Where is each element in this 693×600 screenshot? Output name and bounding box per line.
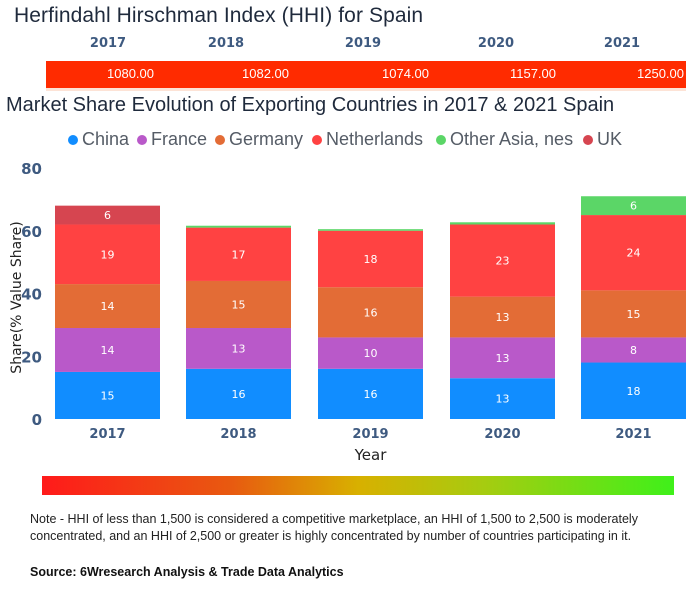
data-label: 6 xyxy=(630,200,637,213)
y-tick-label: 60 xyxy=(21,223,42,241)
hhi-color-scale xyxy=(42,476,674,495)
data-label: 14 xyxy=(101,344,115,357)
note-text: Note - HHI of less than 1,500 is conside… xyxy=(30,512,638,543)
legend-dot-icon xyxy=(68,134,78,145)
bar-segment-germany xyxy=(318,287,423,338)
hhi-bar-shadow xyxy=(46,88,686,91)
bar-segment-germany xyxy=(450,296,555,338)
legend-item-france[interactable]: France xyxy=(137,129,207,150)
legend-label: UK xyxy=(597,129,623,149)
legend-item-china[interactable]: China xyxy=(68,129,129,150)
bar-segment-france xyxy=(581,337,686,363)
data-label: 13 xyxy=(232,342,246,355)
bar-segment-france xyxy=(186,328,291,369)
data-label: 24 xyxy=(627,247,641,260)
hhi-value: 1157.00 xyxy=(509,66,556,81)
legend-dot-icon xyxy=(312,134,322,145)
data-label: 19 xyxy=(101,248,115,261)
data-label: 18 xyxy=(364,253,378,266)
legend-label: China xyxy=(82,129,130,149)
data-label: 16 xyxy=(364,388,378,401)
legend-item-germany[interactable]: Germany xyxy=(215,129,303,150)
bar-segment-china xyxy=(186,368,291,419)
bar-segment-germany xyxy=(581,290,686,338)
legend-item-netherlands[interactable]: Netherlands xyxy=(312,129,423,150)
data-label: 10 xyxy=(364,347,378,360)
legend-dot-icon xyxy=(137,134,147,145)
legend-item-other-asia[interactable]: Other Asia, nes xyxy=(436,129,573,150)
bar-segment-other-asia-nes xyxy=(450,222,555,225)
data-label: 18 xyxy=(627,385,641,398)
chart-title: Market Share Evolution of Exporting Coun… xyxy=(6,94,615,116)
bar-segment-china xyxy=(55,371,160,419)
hhi-year-label: 2019 xyxy=(344,36,382,51)
x-tick-label: 2020 xyxy=(484,427,520,442)
data-label: 15 xyxy=(101,389,115,402)
bar-segment-netherlands xyxy=(186,227,291,281)
hhi-year-label: 2017 xyxy=(89,36,127,51)
data-label: 13 xyxy=(496,393,510,406)
x-tick-label: 2021 xyxy=(615,427,651,442)
y-tick-label: 80 xyxy=(21,160,42,178)
data-label: 8 xyxy=(630,344,637,357)
chart-legend: China France Germany Netherlands Other A… xyxy=(0,129,693,153)
bar-segment-other-asia-nes xyxy=(581,196,686,216)
y-tick-label: 20 xyxy=(21,348,42,366)
bar-segment-china xyxy=(581,362,686,419)
bar-segment-uk xyxy=(55,205,160,225)
legend-dot-icon xyxy=(436,134,446,145)
bar-segment-netherlands xyxy=(55,224,160,285)
data-label: 15 xyxy=(232,298,246,311)
legend-label: France xyxy=(151,129,208,149)
hhi-year-label: 2020 xyxy=(477,36,515,51)
bar-segment-germany xyxy=(55,284,160,329)
data-label: 23 xyxy=(496,255,510,268)
y-axis-label: Share(% Value Share) xyxy=(9,221,25,373)
data-label: 16 xyxy=(232,388,246,401)
data-label: 16 xyxy=(364,306,378,319)
hhi-title: Herfindahl Hirschman Index (HHI) for Spa… xyxy=(14,4,424,27)
y-tick-label: 40 xyxy=(21,286,42,304)
legend-item-uk[interactable]: UK xyxy=(583,129,622,150)
data-label: 13 xyxy=(496,311,510,324)
bar-segment-france xyxy=(55,328,160,372)
x-axis-label: Year xyxy=(354,446,388,464)
hhi-value: 1250.00 xyxy=(637,66,684,81)
bar-segment-china xyxy=(318,368,423,419)
data-label: 15 xyxy=(627,308,641,321)
data-label: 14 xyxy=(101,300,115,313)
hhi-value-bar: 1080.00 1082.00 1074.00 1157.00 1250.00 xyxy=(46,61,686,88)
bar-segment-netherlands xyxy=(318,230,423,288)
bar-segment-netherlands xyxy=(450,224,555,297)
bar-segment-other-asia-nes xyxy=(186,225,291,228)
hhi-year-label: 2021 xyxy=(603,36,641,51)
data-label: 13 xyxy=(496,352,510,365)
source-text: Source: 6Wresearch Analysis & Trade Data… xyxy=(30,565,344,579)
hhi-value: 1082.00 xyxy=(242,66,289,81)
stacked-bar-chart: 0 20 40 60 80 Share(% Value Share) 15 14 14 19 6 20… xyxy=(9,160,686,464)
bar-segment-germany xyxy=(186,280,291,329)
x-tick-label: 2019 xyxy=(352,427,388,442)
bar-segment-france xyxy=(450,337,555,379)
x-tick-label: 2018 xyxy=(220,427,256,442)
legend-dot-icon xyxy=(583,134,593,145)
y-tick-label: 0 xyxy=(32,411,42,429)
legend-label: Netherlands xyxy=(326,129,424,149)
legend-dot-icon xyxy=(215,134,225,145)
legend-label: Germany xyxy=(229,129,304,149)
bar-segment-china xyxy=(450,378,555,419)
data-label: 17 xyxy=(232,248,246,261)
bar-segment-netherlands xyxy=(581,215,686,291)
hhi-value: 1080.00 xyxy=(107,66,154,81)
legend-label: Other Asia, nes xyxy=(450,129,574,149)
x-tick-label: 2017 xyxy=(89,427,125,442)
bar-segment-france xyxy=(318,337,423,369)
hhi-value: 1074.00 xyxy=(382,66,429,81)
data-label: 6 xyxy=(104,209,111,222)
hhi-year-label: 2018 xyxy=(207,36,245,51)
hhi-year-headers: 2017 2018 2019 2020 2021 xyxy=(0,36,693,54)
bar-segment-other-asia-nes xyxy=(318,229,423,231)
